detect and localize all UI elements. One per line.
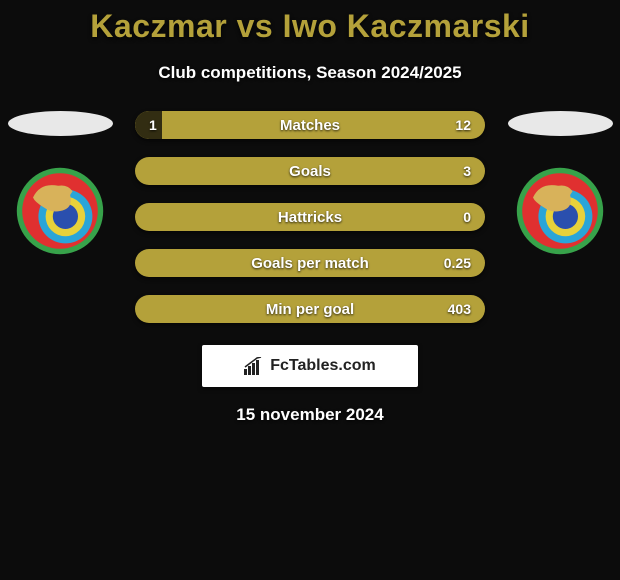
stat-label: Goals per match — [135, 249, 485, 277]
stat-value-right: 12 — [455, 111, 471, 139]
stat-label: Goals — [135, 157, 485, 185]
brand-badge[interactable]: FcTables.com — [202, 345, 418, 387]
page-title: Kaczmar vs Iwo Kaczmarski — [0, 0, 620, 45]
chart-icon — [244, 357, 266, 375]
club-logo-right — [515, 166, 605, 256]
player-left-col — [0, 111, 120, 256]
stat-bars: 1 Matches 12 Goals 3 Hattricks 0 Goals p… — [135, 111, 485, 323]
stat-bar: 1 Matches 12 — [135, 111, 485, 139]
stat-value-right: 403 — [448, 295, 471, 323]
stat-bar: Goals per match 0.25 — [135, 249, 485, 277]
stat-value-right: 3 — [463, 157, 471, 185]
comparison-panel: 1 Matches 12 Goals 3 Hattricks 0 Goals p… — [0, 111, 620, 425]
stat-bar: Min per goal 403 — [135, 295, 485, 323]
stat-bar: Goals 3 — [135, 157, 485, 185]
subtitle: Club competitions, Season 2024/2025 — [0, 63, 620, 83]
stat-label: Hattricks — [135, 203, 485, 231]
stat-label: Min per goal — [135, 295, 485, 323]
club-crest-icon — [515, 166, 605, 256]
flag-right — [508, 111, 613, 136]
stat-bar: Hattricks 0 — [135, 203, 485, 231]
stat-value-right: 0.25 — [444, 249, 471, 277]
brand-text: FcTables.com — [270, 357, 376, 375]
stat-label: Matches — [135, 111, 485, 139]
player-right-col — [500, 111, 620, 256]
club-logo-left — [15, 166, 105, 256]
date-text: 15 november 2024 — [0, 405, 620, 425]
flag-left — [8, 111, 113, 136]
stat-value-right: 0 — [463, 203, 471, 231]
club-crest-icon — [15, 166, 105, 256]
